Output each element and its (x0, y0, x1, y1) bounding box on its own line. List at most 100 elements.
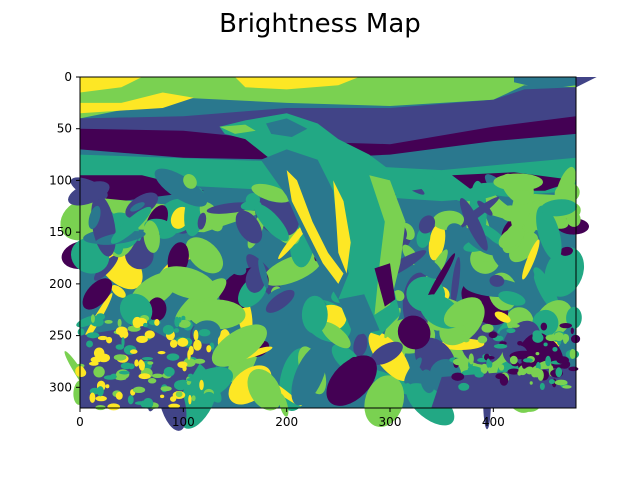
image-speckle (480, 363, 488, 374)
image-region-highlight (80, 77, 142, 93)
image-region-highlight (80, 92, 194, 114)
image-speckle (147, 361, 154, 365)
image-texture-blob (540, 199, 577, 217)
image-speckle (517, 340, 523, 346)
image-speckle (103, 375, 117, 380)
x-tick-label: 100 (172, 415, 195, 429)
image-texture-blob (509, 232, 539, 263)
image-speckle (509, 355, 518, 365)
image-texture-blob (559, 246, 573, 256)
image-speckle (115, 344, 125, 350)
image-speckle (488, 361, 493, 368)
image-speckle (532, 330, 542, 339)
image-speckle (493, 343, 508, 349)
image-speckle (545, 355, 552, 367)
image-speckle (86, 332, 100, 339)
image-texture-blob (406, 383, 455, 426)
image-texture-blob (536, 205, 562, 261)
image-speckle (90, 314, 95, 323)
image-speckle (198, 329, 211, 337)
image-speckle (185, 387, 197, 394)
image-speckle (151, 373, 164, 379)
image-speckle (166, 353, 180, 361)
image-speckle (106, 336, 113, 344)
image-speckle (539, 382, 545, 390)
chart-title: Brightness Map (219, 9, 421, 39)
image-speckle (138, 373, 151, 380)
image-texture-blob (404, 357, 422, 384)
image-texture-blob (420, 369, 435, 394)
image-speckle (548, 379, 555, 385)
image-speckle (452, 358, 464, 366)
image-speckle (468, 353, 474, 365)
image-texture-blob (111, 285, 126, 298)
penguin-beak (219, 124, 256, 134)
image-texture-blob (446, 223, 464, 240)
image-speckle (495, 373, 506, 380)
image-speckle (562, 385, 572, 389)
image-speckle (160, 394, 165, 399)
image-texture-blob (125, 240, 154, 270)
image-texture-blob (418, 215, 436, 234)
image-speckle (95, 395, 107, 402)
image-texture-blob (493, 173, 543, 191)
y-tick-label: 0 (64, 70, 72, 84)
image-texture-blob (291, 344, 328, 406)
image-texture-blob (247, 369, 282, 411)
image-speckle (136, 335, 148, 344)
image-speckle (129, 349, 138, 354)
image-texture-blob (301, 295, 328, 334)
image-speckle (178, 316, 182, 323)
image-speckle (142, 397, 154, 409)
image-speckle (535, 351, 540, 356)
x-tick-label: 200 (275, 415, 298, 429)
image-texture-blob (159, 266, 216, 300)
image-speckle (193, 329, 199, 341)
image-speckle (568, 366, 579, 372)
image-speckle (187, 349, 191, 360)
image-texture-blob (183, 174, 197, 189)
image-speckle (77, 368, 87, 377)
image-region-sky (80, 77, 576, 119)
image-speckle (563, 334, 570, 343)
image-texture-blob (477, 200, 493, 216)
image-speckle (543, 342, 548, 347)
image-texture-blob (258, 258, 269, 289)
image-speckle (115, 376, 127, 381)
image-speckle (173, 328, 180, 333)
image-speckle (188, 394, 192, 405)
image-speckle (141, 357, 154, 361)
image-texture-blob (154, 168, 208, 207)
image-texture-blob (425, 253, 456, 304)
plot-frame (79, 76, 577, 409)
image-speckle (177, 337, 189, 347)
image-texture-blob (320, 321, 351, 349)
image-texture-blob (93, 254, 119, 281)
image-speckle (570, 327, 574, 335)
image-texture-blob (235, 210, 263, 244)
image-texture-blob (211, 324, 267, 367)
image-speckle (168, 403, 181, 409)
image-speckle (147, 378, 157, 384)
image-speckle (127, 395, 134, 405)
image-speckle (556, 356, 569, 365)
image-speckle (143, 322, 148, 328)
image-speckle (474, 371, 484, 378)
image-texture-blob (197, 212, 207, 230)
image-speckle (86, 340, 93, 348)
image-texture-blob (179, 371, 218, 429)
image-speckle (199, 379, 204, 391)
image-speckle (169, 339, 178, 348)
image-texture-blob (326, 355, 377, 406)
image-speckle (508, 323, 520, 328)
image-texture-blob (443, 297, 483, 328)
image-texture-blob (522, 239, 540, 280)
x-axis: 0 100 200 300 400 (76, 408, 505, 429)
image-texture-blob (265, 289, 295, 313)
image-speckle (177, 319, 191, 328)
image-texture-blob (453, 196, 500, 231)
image-speckle (144, 330, 155, 339)
image-speckle (107, 403, 120, 411)
penguin-bright-edge (286, 170, 344, 284)
image-texture-blob (450, 257, 461, 309)
